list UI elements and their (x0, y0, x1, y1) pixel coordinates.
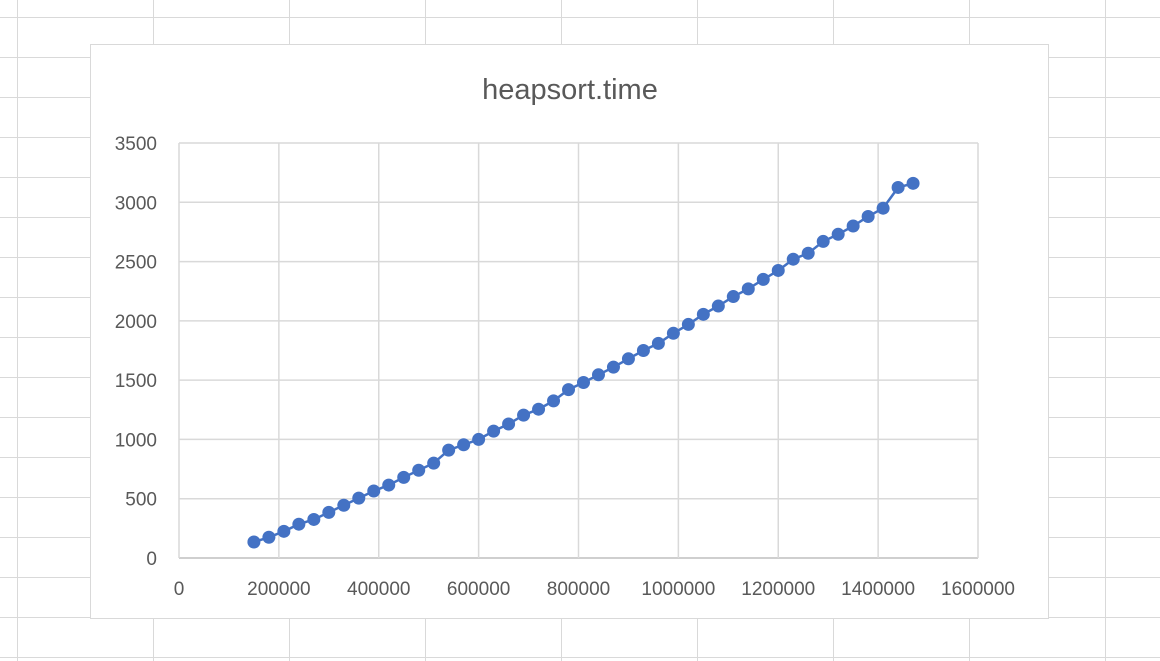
x-tick-label: 400000 (347, 579, 410, 600)
data-point[interactable] (891, 180, 905, 194)
data-point[interactable] (771, 263, 785, 277)
data-point[interactable] (606, 360, 620, 374)
data-point[interactable] (412, 463, 426, 477)
gridlines (178, 142, 979, 559)
data-point[interactable] (801, 246, 815, 260)
data-point[interactable] (636, 344, 650, 357)
data-point[interactable] (292, 517, 306, 531)
x-tick-label: 1400000 (841, 579, 915, 600)
data-point[interactable] (382, 478, 396, 492)
y-tick-label: 3000 (115, 193, 157, 214)
x-tick-label: 1600000 (941, 579, 1015, 600)
chart-title: heapsort.time (482, 74, 658, 106)
data-point[interactable] (397, 470, 411, 484)
data-point[interactable] (591, 368, 605, 382)
series-line (253, 182, 914, 544)
data-point[interactable] (517, 408, 531, 422)
x-tick-label: 1000000 (641, 579, 715, 600)
x-tick-label: 0 (174, 579, 185, 600)
data-point[interactable] (427, 456, 441, 470)
data-point[interactable] (532, 402, 546, 416)
chart-area[interactable] (90, 44, 1049, 619)
data-point[interactable] (756, 272, 770, 286)
data-point[interactable] (337, 498, 351, 512)
data-point[interactable] (562, 383, 576, 397)
x-tick-label: 1200000 (741, 579, 815, 600)
data-point[interactable] (741, 282, 755, 296)
data-point[interactable] (262, 530, 276, 544)
x-tick-label: 600000 (447, 579, 510, 600)
data-point[interactable] (651, 336, 665, 350)
data-point[interactable] (681, 317, 695, 331)
data-point[interactable] (352, 491, 366, 505)
data-point[interactable] (666, 326, 680, 340)
data-point[interactable] (861, 210, 875, 224)
y-tick-label: 500 (125, 490, 157, 511)
y-tick-label: 1500 (115, 371, 157, 392)
y-tick-label: 0 (146, 549, 157, 570)
data-point[interactable] (307, 512, 321, 526)
data-point[interactable] (846, 219, 860, 233)
x-tick-label: 200000 (247, 579, 310, 600)
data-series (247, 176, 920, 549)
y-tick-label: 3500 (115, 134, 157, 155)
data-point[interactable] (277, 524, 291, 538)
data-point[interactable] (816, 234, 830, 248)
data-point[interactable] (786, 252, 800, 266)
data-point[interactable] (621, 352, 635, 366)
data-point[interactable] (831, 227, 845, 241)
data-point[interactable] (726, 290, 740, 304)
x-tick-label: 800000 (547, 579, 610, 600)
y-tick-label: 1000 (115, 430, 157, 451)
data-point[interactable] (876, 201, 890, 215)
data-point[interactable] (322, 505, 336, 519)
data-point[interactable] (487, 424, 501, 438)
data-point[interactable] (367, 484, 381, 498)
data-point[interactable] (502, 417, 516, 431)
data-point[interactable] (472, 432, 486, 446)
y-tick-label: 2000 (115, 312, 157, 333)
data-point[interactable] (576, 376, 590, 390)
data-point[interactable] (457, 438, 471, 452)
data-point[interactable] (711, 299, 725, 313)
data-point[interactable] (696, 307, 710, 321)
data-point[interactable] (442, 443, 456, 457)
data-point[interactable] (247, 535, 261, 549)
y-tick-label: 2500 (115, 253, 157, 274)
data-point[interactable] (906, 176, 920, 190)
data-point[interactable] (547, 394, 561, 408)
tick-labels: 0 500 1000 1500 2000 2500 3000 3500 0 200000 40000… (115, 134, 1015, 600)
